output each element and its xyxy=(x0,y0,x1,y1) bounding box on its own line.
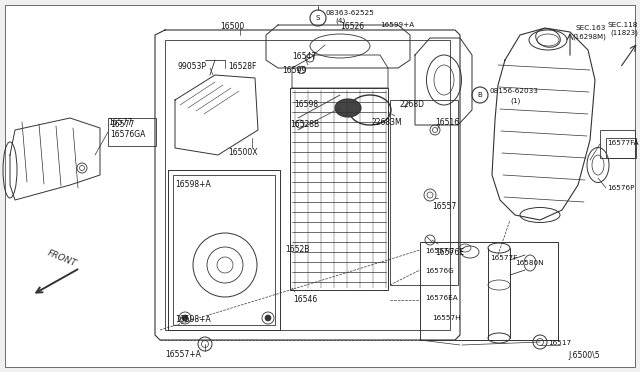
Text: 16599: 16599 xyxy=(282,66,307,75)
Text: 16528B: 16528B xyxy=(290,120,319,129)
Text: 16598: 16598 xyxy=(294,100,318,109)
Bar xyxy=(390,100,458,285)
Text: 16557: 16557 xyxy=(432,202,456,211)
Bar xyxy=(420,242,558,340)
Text: 16580N: 16580N xyxy=(515,260,543,266)
Text: 16577F: 16577F xyxy=(490,255,517,261)
Text: (4): (4) xyxy=(335,18,345,25)
Ellipse shape xyxy=(335,99,361,117)
Text: 16557H: 16557H xyxy=(432,315,461,321)
Text: FRONT: FRONT xyxy=(46,248,78,268)
Text: 16528F: 16528F xyxy=(228,62,257,71)
Text: 16547: 16547 xyxy=(292,52,316,61)
Text: B: B xyxy=(477,92,483,98)
Text: 16557+A: 16557+A xyxy=(165,350,201,359)
Text: (11823): (11823) xyxy=(610,30,638,36)
Text: 08363-62525: 08363-62525 xyxy=(326,10,375,16)
Text: 16576EA: 16576EA xyxy=(425,295,458,301)
Text: 16500X: 16500X xyxy=(228,148,257,157)
Text: 16546: 16546 xyxy=(293,295,317,304)
Text: 16599+A: 16599+A xyxy=(380,22,414,28)
Text: 2268D: 2268D xyxy=(400,100,425,109)
Text: 16576GA: 16576GA xyxy=(110,130,145,139)
Text: 16517: 16517 xyxy=(548,340,571,346)
Text: (16298M): (16298M) xyxy=(572,33,606,39)
Bar xyxy=(600,130,635,158)
Text: 16577: 16577 xyxy=(108,118,132,127)
Bar xyxy=(290,88,388,290)
Text: 1652B: 1652B xyxy=(285,245,309,254)
Text: S: S xyxy=(316,15,320,21)
Bar xyxy=(606,138,636,158)
Text: (1): (1) xyxy=(510,98,520,105)
Text: 16598+A: 16598+A xyxy=(175,315,211,324)
Text: SEC.118: SEC.118 xyxy=(608,22,638,28)
Text: 16576E: 16576E xyxy=(435,248,464,257)
Text: J.6500\5: J.6500\5 xyxy=(568,351,600,360)
Bar xyxy=(108,118,156,146)
Text: 99053P: 99053P xyxy=(178,62,207,71)
Text: 16576P: 16576P xyxy=(607,185,634,191)
Text: 16577: 16577 xyxy=(110,120,134,129)
Circle shape xyxy=(265,315,271,321)
Text: 16576G: 16576G xyxy=(425,268,454,274)
Text: 08156-62033: 08156-62033 xyxy=(490,88,539,94)
Text: 16516: 16516 xyxy=(435,118,459,127)
Text: 22683M: 22683M xyxy=(372,118,403,127)
Text: 16500: 16500 xyxy=(220,22,244,31)
Bar xyxy=(173,175,275,325)
Text: 16526: 16526 xyxy=(340,22,364,31)
Text: 16577FA: 16577FA xyxy=(607,140,639,146)
Text: SEC.163: SEC.163 xyxy=(575,25,605,31)
Text: 16557G: 16557G xyxy=(425,248,454,254)
Bar xyxy=(165,40,450,330)
Text: 16598+A: 16598+A xyxy=(175,180,211,189)
Circle shape xyxy=(182,315,188,321)
